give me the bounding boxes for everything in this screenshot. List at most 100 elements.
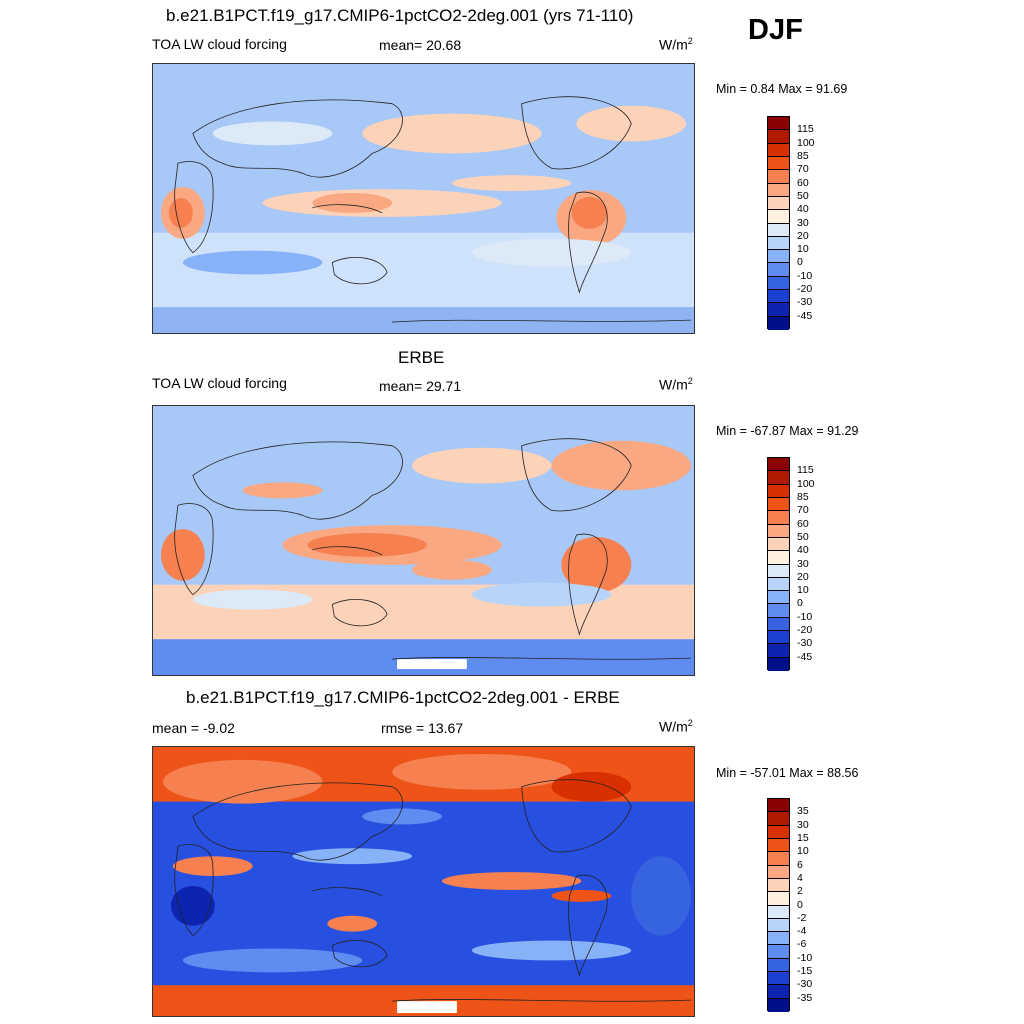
panel2-map <box>152 405 695 676</box>
colorbar-swatch <box>768 471 789 485</box>
panel1-mean: mean= 20.68 <box>379 37 462 53</box>
colorbar-tick-label: -10 <box>797 951 813 964</box>
panel3-minmax: Min = -57.01 Max = 88.56 <box>716 766 859 780</box>
panel1-field-label: TOA LW cloud forcing <box>152 36 287 52</box>
panel2-minmax: Min = -67.87 Max = 91.29 <box>716 424 859 438</box>
colorbar-tick-label: 100 <box>797 477 815 490</box>
colorbar-tick-label: -20 <box>797 283 813 296</box>
colorbar-swatch <box>768 316 789 330</box>
season-label: DJF <box>748 14 803 46</box>
colorbar-swatch <box>768 591 789 605</box>
colorbar-swatch <box>768 812 789 826</box>
panel1-map <box>152 63 695 334</box>
colorbar-swatch <box>768 958 789 973</box>
colorbar-swatch <box>768 511 789 525</box>
colorbar-tick-label: 85 <box>797 490 809 503</box>
colorbar-tick-label: -45 <box>797 650 813 663</box>
panel1-title: b.e21.B1PCT.f19_g17.CMIP6-1pctCO2-2deg.0… <box>166 6 634 25</box>
panel2-units: W/m2 <box>659 376 693 393</box>
colorbar-tick-label: 10 <box>797 584 809 597</box>
colorbar-swatch <box>768 657 789 671</box>
colorbar-swatch <box>768 156 789 171</box>
colorbar-tick-label: 0 <box>797 597 803 610</box>
colorbar-tick-label: -10 <box>797 610 813 623</box>
colorbar-swatch <box>768 263 789 277</box>
colorbar-swatch <box>768 932 789 946</box>
colorbar-tick-label: 60 <box>797 517 809 530</box>
colorbar-swatch <box>768 972 789 986</box>
colorbar-tick-label: 100 <box>797 136 815 149</box>
colorbar-swatch <box>768 551 789 565</box>
colorbar-swatch <box>768 865 789 879</box>
colorbar-swatch <box>768 985 789 999</box>
panel2-colorbar <box>767 457 790 671</box>
colorbar-tick-label: -4 <box>797 925 807 938</box>
panel3-units: W/m2 <box>659 718 693 735</box>
colorbar-swatch <box>768 918 789 933</box>
colorbar-swatch <box>768 117 789 131</box>
panel3-map-svg <box>153 747 694 1016</box>
panel3-rmse: rmse = 13.67 <box>381 720 464 736</box>
panel1-minmax: Min = 0.84 Max = 91.69 <box>716 82 848 96</box>
panel1-units: W/m2 <box>659 36 693 53</box>
colorbar-swatch <box>768 799 789 813</box>
panel3-colorbar-labels: 35 30 15 10 6 4 2 0 -2 -4 -6 -10 -15 -30 -35 <box>797 798 857 1011</box>
panel3-title: b.e21.B1PCT.f19_g17.CMIP6-1pctCO2-2deg.0… <box>186 688 620 707</box>
colorbar-swatch <box>768 303 789 317</box>
colorbar-swatch <box>768 130 789 144</box>
colorbar-tick-label: 0 <box>797 256 803 269</box>
colorbar-tick-label: 20 <box>797 570 809 583</box>
colorbar-tick-label: 60 <box>797 176 809 189</box>
colorbar-tick-label: -6 <box>797 938 807 951</box>
colorbar-tick-label: 85 <box>797 149 809 162</box>
colorbar-tick-label: 115 <box>797 464 814 477</box>
colorbar-swatch <box>768 644 789 658</box>
colorbar-swatch <box>768 143 789 157</box>
colorbar-tick-label: 50 <box>797 530 809 543</box>
colorbar-tick-label: 30 <box>797 557 809 570</box>
panel3-colorbar <box>767 798 790 1012</box>
colorbar-swatch <box>768 250 789 264</box>
colorbar-tick-label: -30 <box>797 978 813 991</box>
panel3-mean: mean = -9.02 <box>152 720 235 736</box>
colorbar-swatch <box>768 196 789 211</box>
colorbar-tick-label: 115 <box>797 123 814 136</box>
colorbar-tick-label: 30 <box>797 216 809 229</box>
colorbar-swatch <box>768 905 789 919</box>
colorbar-swatch <box>768 892 789 906</box>
colorbar-tick-label: -20 <box>797 624 813 637</box>
colorbar-tick-label: 10 <box>797 845 809 858</box>
colorbar-tick-label: 2 <box>797 885 803 898</box>
colorbar-tick-label: 10 <box>797 243 809 256</box>
panel2-mean: mean= 29.71 <box>379 378 462 394</box>
colorbar-swatch <box>768 838 789 853</box>
panel1-colorbar-labels: 115 100 85 70 60 50 40 30 20 10 0 -10 -20 -30 -45 <box>797 116 857 329</box>
panel2-colorbar-labels: 115 100 85 70 60 50 40 30 20 10 0 -10 -20 -30 -45 <box>797 457 857 670</box>
colorbar-tick-label: 40 <box>797 544 809 557</box>
colorbar-tick-label: 30 <box>797 818 809 831</box>
colorbar-tick-label: 15 <box>797 831 809 844</box>
colorbar-swatch <box>768 945 789 959</box>
panel2-field-label: TOA LW cloud forcing <box>152 375 287 391</box>
colorbar-swatch <box>768 852 789 866</box>
colorbar-swatch <box>768 564 789 578</box>
colorbar-tick-label: -35 <box>797 991 813 1004</box>
colorbar-swatch <box>768 223 789 237</box>
colorbar-tick-label: 20 <box>797 229 809 242</box>
colorbar-swatch <box>768 497 789 512</box>
colorbar-swatch <box>768 210 789 224</box>
panel2-map-svg <box>153 406 694 675</box>
colorbar-tick-label: -2 <box>797 911 807 924</box>
colorbar-swatch <box>768 631 789 645</box>
colorbar-tick-label: 70 <box>797 163 809 176</box>
colorbar-tick-label: 40 <box>797 203 809 216</box>
colorbar-swatch <box>768 290 789 304</box>
colorbar-swatch <box>768 577 789 592</box>
colorbar-swatch <box>768 236 789 251</box>
colorbar-tick-label: 4 <box>797 871 803 884</box>
colorbar-swatch <box>768 183 789 197</box>
panel3-map <box>152 746 695 1017</box>
panel2-title: ERBE <box>398 348 445 367</box>
colorbar-tick-label: 70 <box>797 504 809 517</box>
colorbar-swatch <box>768 537 789 552</box>
